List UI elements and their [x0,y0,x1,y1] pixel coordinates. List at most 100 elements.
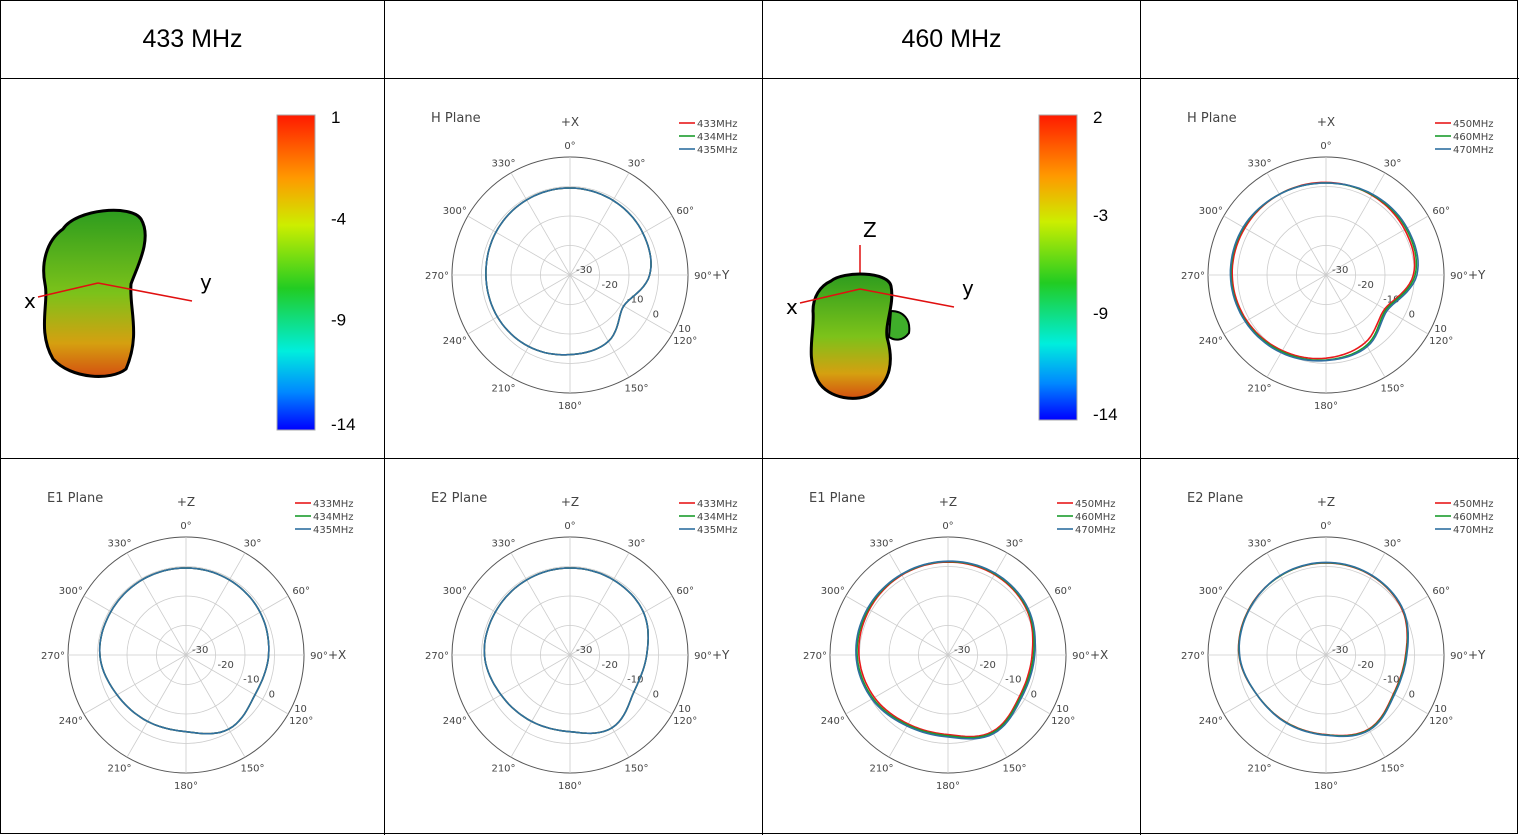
grid-spoke [467,215,571,276]
angle-label: 210° [869,764,893,775]
pattern3d-433: Zxy1-4-9-14 [1,79,385,459]
angle-label: 270° [41,651,65,662]
angle-label: 90° [1450,271,1468,282]
angle-label: 30° [628,538,646,549]
angle-label: 330° [869,538,893,549]
y-axis-line [97,282,193,302]
radial-tick-label: 0 [1031,689,1037,700]
grid-spoke [1223,274,1327,335]
grid-spoke [185,595,289,656]
colorbar-tick-label: 1 [331,108,340,127]
angle-label: 330° [491,538,515,549]
series-trace-470MHz [855,560,1037,740]
grid-spoke [1266,654,1327,758]
angle-label: 240° [821,716,845,727]
grid-spoke [83,595,187,656]
hplane-460: H Plane +X +Y 0° 30° 60° 90° 120° 150° 180° 210° 24… [1141,79,1519,459]
grid-spoke [569,654,630,758]
axis-label-right: +X [1090,648,1108,662]
angle-label: 60° [292,586,310,597]
grid-spoke [1325,552,1386,656]
plot-title: E1 Plane [809,491,865,506]
angle-label: 330° [1247,538,1271,549]
radial-tick-label: 0 [653,689,659,700]
grid-spoke [1223,654,1327,715]
x-axis-line [799,288,861,304]
radial-tick-label: -10 [1383,675,1399,686]
axis-label-top: +Z [1317,495,1335,509]
grid-spoke [1266,172,1327,276]
radial-tick-label: -20 [1358,280,1374,291]
angle-label: 150° [1380,384,1404,395]
radial-tick-label: 0 [1409,689,1415,700]
legend-label-460MHz: 460MHz [1453,512,1493,523]
angle-label: 90° [694,271,712,282]
grid-spoke [1325,654,1429,715]
angle-label: 180° [1314,781,1338,792]
angle-label: 90° [694,651,712,662]
legend-label-434MHz: 434MHz [697,132,737,143]
angle-label: 90° [310,651,328,662]
legend-label-434MHz: 434MHz [313,512,353,523]
radial-tick-label: -30 [1332,645,1348,656]
legend-label-470MHz: 470MHz [1075,525,1115,536]
angle-label: 180° [558,401,582,412]
series-trace-435MHz [485,187,652,356]
legend-label-434MHz: 434MHz [697,512,737,523]
legend-label-470MHz: 470MHz [1453,145,1493,156]
angle-label: 180° [1314,401,1338,412]
angle-label: 0° [942,521,953,532]
radial-tick-label: -10 [627,295,643,306]
angle-label: 60° [676,586,694,597]
angle-label: 240° [59,716,83,727]
angle-label: 0° [564,141,575,152]
legend-label-450MHz: 450MHz [1453,499,1493,510]
angle-label: 270° [803,651,827,662]
angle-label: 0° [1320,521,1331,532]
radial-tick-label: -10 [1005,675,1021,686]
plot-title: E2 Plane [431,491,487,506]
axis-label-top: +Z [561,495,579,509]
angle-label: 0° [564,521,575,532]
grid-spoke [126,552,187,656]
angle-label: 270° [425,271,449,282]
grid-spoke [1325,172,1386,276]
legend-label-433MHz: 433MHz [697,499,737,510]
radial-tick-label: -20 [602,660,618,671]
grid-spoke [83,654,187,715]
legend-label-450MHz: 450MHz [1453,119,1493,130]
angle-label: 210° [1247,384,1271,395]
x-axis-label: x [24,289,36,313]
radial-tick-label: -20 [218,660,234,671]
hplane-433: H Plane +X +Y 0° 30° 60° 90° 120° 150° 180° 210° 24… [385,79,763,459]
series-trace-435MHz [483,567,650,735]
grid-spoke [845,654,949,715]
angle-label: 180° [936,781,960,792]
radial-tick-label: 10 [1056,704,1069,715]
series-trace-470MHz [1229,182,1419,362]
angle-label: 210° [107,764,131,775]
angle-label: 180° [558,781,582,792]
colorbar-tick-label: -3 [1093,206,1108,225]
grid-spoke [510,552,571,656]
plot-title: H Plane [431,111,481,126]
x-axis-line [37,282,99,298]
e1plane-460-polar: E1 Plane +Z +X 0° 30° 60° 90° 120° 150° 180° 210° 2… [803,491,1116,792]
axis-label-right: +X [328,648,346,662]
angle-label: 90° [1450,651,1468,662]
header-empty-1 [385,1,763,79]
radial-tick-label: -10 [627,675,643,686]
pattern3d-433-svg: Zxy1-4-9-14 [24,108,356,434]
legend-label-433MHz: 433MHz [697,119,737,130]
grid-spoke [467,654,571,715]
axis-label-top: +Z [177,495,195,509]
angle-label: 120° [1051,716,1075,727]
grid-spoke [126,654,187,758]
series-trace-460MHz [856,560,1035,739]
z-axis-label: Z [863,218,877,242]
angle-label: 30° [244,538,262,549]
radial-tick-label: 10 [294,704,307,715]
colorbar-tick-label: -14 [331,415,356,434]
x-axis-label: x [786,295,798,319]
